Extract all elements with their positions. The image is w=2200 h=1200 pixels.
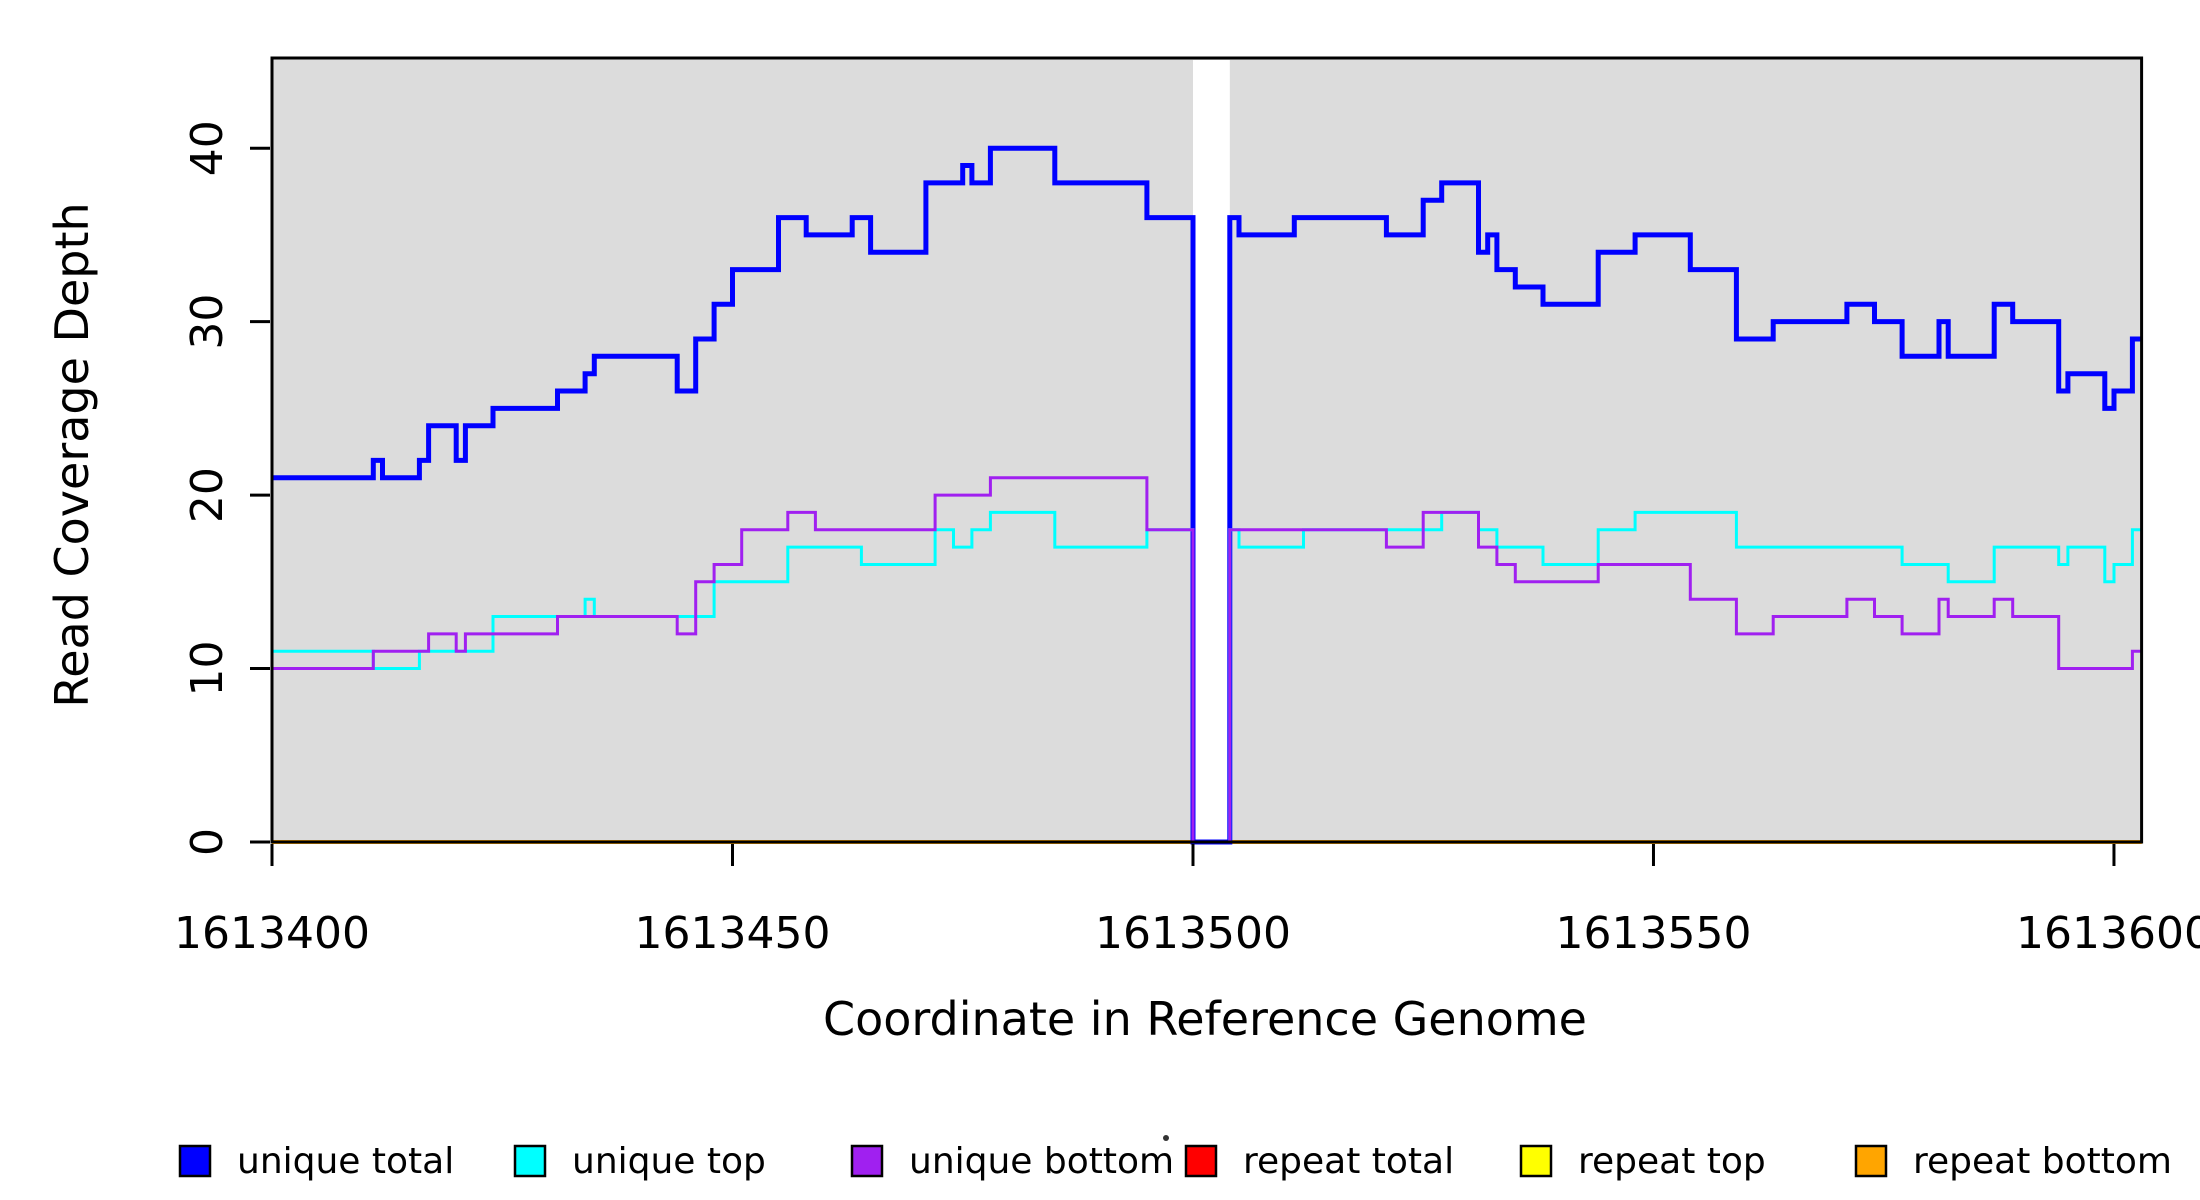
legend-label: repeat top [1578,1141,1766,1182]
plot-border-box [270,56,2144,844]
series-line-unique-bottom [272,476,2142,844]
legend-label: unique top [572,1141,766,1182]
x-axis-title: Coordinate in Reference Genome [823,992,1587,1046]
legend-swatch-unique-bottom [850,1144,884,1178]
y-axis-title: Read Coverage Depth [45,202,99,707]
legend-item: repeat top [1519,1141,1766,1182]
plot-border [270,56,2144,844]
x-tick-label: 1613500 [1095,908,1291,959]
legend-swatch-repeat-total [1184,1144,1218,1178]
legend-swatch-repeat-bottom [1854,1144,1888,1178]
legend-label: repeat bottom [1913,1141,2172,1182]
y-tick-label: 0 [182,828,233,856]
legend: unique total unique top unique bottom repea… [178,1141,2172,1182]
legend-swatch-unique-total [178,1144,212,1178]
legend-label: unique total [237,1141,454,1182]
coverage-gap-region [1192,60,1230,842]
y-tick-label: 20 [182,467,233,523]
x-tick-label: 1613550 [1555,908,1751,959]
legend-item: unique bottom [850,1141,1174,1182]
y-tick-label: 10 [182,641,233,697]
legend-swatch-unique-top [513,1144,547,1178]
series-line-unique-top [272,510,2142,844]
legend-item: unique top [513,1141,766,1182]
series-line-unique-total [272,145,2142,845]
legend-artifact-dot [1163,1135,1169,1141]
x-tick-label: 1613450 [635,908,831,959]
legend-label: unique bottom [909,1141,1174,1182]
y-tick-label: 40 [182,120,233,176]
plot-background [272,58,2142,842]
legend-item: unique total [178,1141,454,1182]
legend-item: repeat total [1184,1141,1454,1182]
y-tick-label: 30 [182,294,233,350]
legend-swatch-repeat-top [1519,1144,1553,1178]
x-tick-label: 1613400 [174,908,370,959]
x-tick-label: 1613600 [2016,908,2200,959]
legend-label: repeat total [1243,1141,1454,1182]
legend-item: repeat bottom [1854,1141,2172,1182]
axes: 1613400 1613450 1613500 1613550 1613600 0 10 20… [174,120,2200,959]
